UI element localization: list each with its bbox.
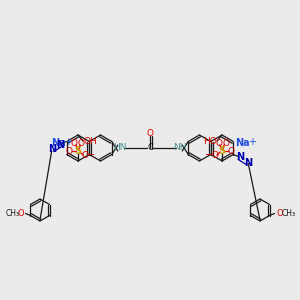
Text: O: O xyxy=(146,130,154,139)
Text: C: C xyxy=(147,143,153,152)
Text: NH: NH xyxy=(173,142,187,152)
Text: Na: Na xyxy=(235,138,249,148)
Text: N: N xyxy=(236,152,244,163)
Text: −: − xyxy=(87,150,95,160)
Text: OH: OH xyxy=(83,136,97,146)
Text: HO: HO xyxy=(203,136,217,146)
Text: O: O xyxy=(77,139,85,148)
Text: O: O xyxy=(17,209,24,218)
Text: N: N xyxy=(244,158,252,167)
Text: O: O xyxy=(82,152,88,160)
Text: S: S xyxy=(218,146,226,156)
Text: +: + xyxy=(64,137,72,147)
Text: CH₃: CH₃ xyxy=(281,209,296,218)
Text: O: O xyxy=(70,140,77,148)
Text: −: − xyxy=(205,150,213,160)
Text: CH₃: CH₃ xyxy=(5,209,20,218)
Text: N: N xyxy=(48,145,56,154)
Text: O: O xyxy=(215,139,223,148)
Text: O: O xyxy=(223,140,230,148)
Text: O: O xyxy=(276,209,283,218)
Text: O: O xyxy=(212,152,218,160)
Text: O: O xyxy=(65,146,73,155)
Text: +: + xyxy=(248,137,256,147)
Text: O: O xyxy=(227,146,235,155)
Text: HN: HN xyxy=(113,142,127,152)
Text: S: S xyxy=(74,146,82,156)
Text: Na: Na xyxy=(51,138,65,148)
Text: N: N xyxy=(56,140,64,149)
